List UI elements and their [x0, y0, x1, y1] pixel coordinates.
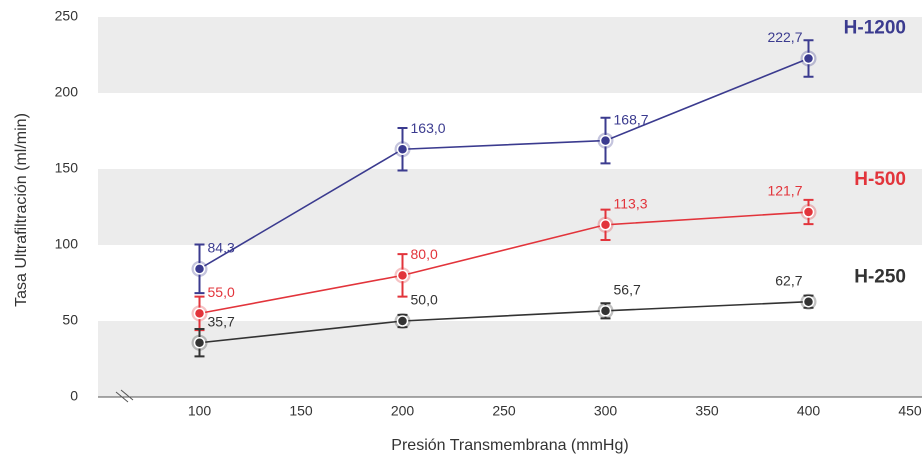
legend-label: H-500 — [854, 169, 906, 190]
legend-label: H-250 — [854, 267, 906, 288]
data-label: 222,7 — [767, 29, 802, 45]
marker — [193, 336, 206, 349]
marker — [802, 295, 815, 308]
x-tick-label: 200 — [391, 403, 415, 419]
marker — [802, 206, 815, 218]
series-line — [199, 211, 809, 315]
data-label: 56,7 — [614, 282, 641, 298]
legend-label: H-1200 — [844, 18, 906, 39]
x-tick-label: 400 — [797, 403, 821, 419]
marker — [802, 52, 815, 65]
marker — [396, 269, 409, 282]
data-label: 50,0 — [411, 292, 438, 308]
x-tick-label: 350 — [695, 403, 719, 419]
axis-break — [115, 389, 134, 403]
series-line — [199, 300, 809, 344]
data-label: 80,0 — [411, 246, 438, 262]
x-tick-label: 450 — [898, 403, 922, 419]
marker — [193, 307, 206, 320]
x-tick-label: 150 — [289, 403, 313, 419]
data-label: 62,7 — [775, 272, 802, 288]
grid-band — [98, 17, 922, 93]
marker — [396, 315, 409, 327]
y-tick-label: 200 — [55, 84, 79, 100]
series-line — [199, 57, 809, 270]
data-label: 168,7 — [614, 111, 649, 127]
grid-band — [98, 169, 922, 245]
marker — [599, 134, 612, 147]
y-tick-label: 250 — [55, 8, 79, 24]
y-tick-label: 100 — [55, 236, 79, 252]
data-label: 35,7 — [208, 313, 235, 329]
y-tick-label: 0 — [70, 388, 78, 404]
x-tick-label: 250 — [492, 403, 516, 419]
marker — [599, 305, 612, 317]
y-tick-label: 50 — [62, 312, 78, 328]
data-label: 163,0 — [411, 120, 446, 136]
marker — [396, 143, 409, 155]
x-tick-label: 300 — [594, 403, 618, 419]
data-label: 113,3 — [614, 195, 648, 211]
marker — [599, 219, 612, 231]
data-label: 84,3 — [208, 240, 235, 256]
x-tick-label: 100 — [188, 403, 212, 419]
x-axis-label: Presión Transmembrana (mmHg) — [391, 437, 628, 454]
data-label: 121,7 — [767, 183, 802, 199]
y-axis-label: Tasa Ultrafiltración (ml/min) — [13, 113, 30, 307]
marker — [193, 263, 206, 275]
y-tick-label: 150 — [55, 160, 79, 176]
data-label: 55,0 — [208, 284, 235, 300]
grid-band — [98, 321, 922, 397]
